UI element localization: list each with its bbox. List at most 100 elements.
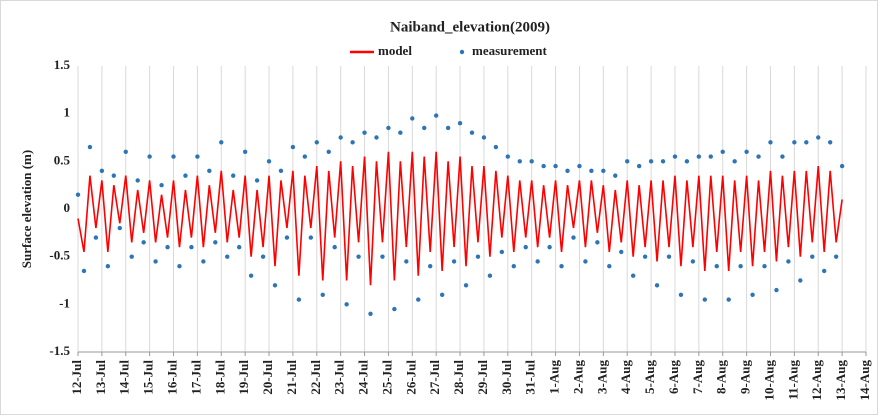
measurement-point xyxy=(344,302,349,307)
measurement-point xyxy=(487,273,493,278)
measurement-point xyxy=(642,254,648,259)
legend-label: measurement xyxy=(472,43,548,58)
measurement-point xyxy=(463,283,469,288)
measurement-point xyxy=(595,240,600,245)
measurement-point xyxy=(827,140,833,145)
x-tick-label: 22-Jul xyxy=(308,360,323,395)
measurement-point xyxy=(654,283,660,288)
measurement-point xyxy=(416,297,421,302)
measurement-point xyxy=(248,273,254,278)
measurement-point xyxy=(798,278,803,283)
measurement-point xyxy=(547,244,552,250)
measurement-point xyxy=(231,173,236,178)
measurement-point xyxy=(338,135,343,140)
measurement-point xyxy=(523,244,528,250)
measurement-point xyxy=(87,144,93,150)
measurement-point xyxy=(541,163,546,169)
measurement-point xyxy=(690,259,696,264)
x-tick-label: 4-Aug xyxy=(618,360,633,394)
measurement-point xyxy=(756,154,761,159)
measurement-point xyxy=(672,154,678,159)
measurement-point xyxy=(768,140,773,145)
x-tick-label: 1-Aug xyxy=(547,360,562,394)
measurement-point xyxy=(839,163,845,169)
x-tick-label: 16-Jul xyxy=(164,360,179,395)
measurement-point xyxy=(804,140,809,145)
measurement-point xyxy=(630,273,636,278)
measurement-point xyxy=(816,135,821,140)
measurement-point xyxy=(332,244,337,250)
measurement-point xyxy=(272,283,278,288)
measurement-point xyxy=(439,292,445,297)
measurement-point xyxy=(386,125,391,131)
x-tick-label: 6-Aug xyxy=(666,360,681,394)
measurement-point xyxy=(684,159,690,164)
measurement-point xyxy=(356,254,361,259)
x-tick-label: 18-Jul xyxy=(212,360,227,395)
measurement-point xyxy=(505,154,511,159)
measurement-point xyxy=(392,306,397,312)
measurement-point xyxy=(738,264,743,269)
measurement-point xyxy=(678,292,684,297)
measurement-point xyxy=(433,113,439,118)
x-tick-label: 9-Aug xyxy=(738,360,753,394)
measurement-point xyxy=(762,264,767,269)
x-tick-label: 29-Jul xyxy=(475,360,490,395)
measurement-point xyxy=(93,235,99,240)
measurement-point xyxy=(123,149,128,154)
x-tick-label: 27-Jul xyxy=(427,360,442,395)
x-tick-label: 12-Aug xyxy=(809,360,824,401)
measurement-point xyxy=(410,116,415,121)
measurement-point xyxy=(708,154,713,159)
measurement-point xyxy=(296,297,302,302)
y-tick-label: 0.5 xyxy=(54,152,71,167)
legend-swatch xyxy=(459,49,465,55)
measurement-point xyxy=(81,268,87,274)
x-tick-label: 30-Jul xyxy=(499,360,514,395)
measurement-point xyxy=(350,140,355,145)
measurement-point xyxy=(535,259,540,264)
measurement-point xyxy=(511,264,516,269)
x-tick-label: 20-Jul xyxy=(260,360,275,395)
measurement-point xyxy=(565,168,570,174)
x-tick-label: 24-Jul xyxy=(356,360,371,395)
measurement-point xyxy=(380,254,385,259)
measurement-point xyxy=(404,259,409,264)
measurement-point xyxy=(308,235,314,240)
x-tick-label: 11-Aug xyxy=(785,360,800,400)
measurement-point xyxy=(320,292,325,297)
x-tick-label: 31-Jul xyxy=(523,360,538,395)
x-tick-label: 15-Jul xyxy=(141,360,156,395)
measurement-point xyxy=(177,264,182,269)
measurement-point xyxy=(720,149,725,154)
measurement-point xyxy=(266,159,272,164)
x-tick-label: 26-Jul xyxy=(403,360,418,395)
measurement-point xyxy=(147,154,152,159)
y-axis-label: Surface elevation (m) xyxy=(19,150,34,268)
x-tick-label: 8-Aug xyxy=(714,360,729,394)
measurement-point xyxy=(822,268,827,274)
measurement-point xyxy=(105,264,111,269)
chart-title: Naiband_elevation(2009) xyxy=(390,19,550,35)
y-tick-label: -1 xyxy=(59,295,70,310)
measurement-point xyxy=(583,259,588,264)
measurement-point xyxy=(571,235,576,240)
measurement-point xyxy=(475,254,481,259)
measurement-point xyxy=(201,259,206,264)
measurement-point xyxy=(469,130,475,135)
measurement-point xyxy=(153,259,158,264)
measurement-point xyxy=(559,264,564,269)
measurement-point xyxy=(750,292,755,297)
measurement-point xyxy=(499,249,505,255)
measurement-point xyxy=(780,154,785,159)
x-tick-label: 10-Aug xyxy=(761,360,776,401)
measurement-point xyxy=(648,159,654,164)
measurement-point xyxy=(260,254,266,259)
measurement-point xyxy=(833,254,839,259)
x-tick-label: 3-Aug xyxy=(594,360,609,394)
measurement-point xyxy=(219,140,224,145)
y-tick-label: 1.5 xyxy=(54,57,71,72)
measurement-point xyxy=(302,154,308,159)
measurement-point xyxy=(714,264,719,269)
measurement-point xyxy=(517,159,522,164)
